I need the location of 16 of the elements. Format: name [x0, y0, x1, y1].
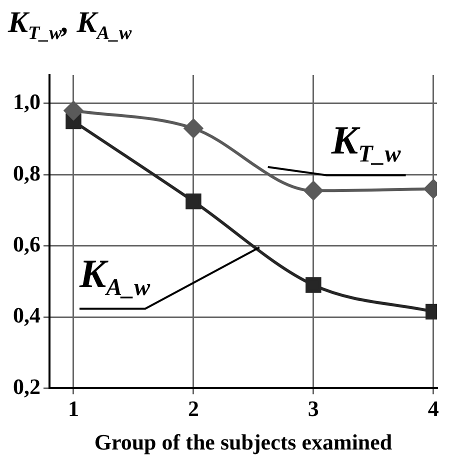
x-tick-label: 4 — [428, 396, 439, 422]
x-axis-title: Group of the subjects examined — [94, 429, 392, 454]
point — [304, 181, 323, 200]
point — [184, 118, 203, 138]
y-tick-label: 0,2 — [13, 374, 40, 399]
x-tick-label: 3 — [308, 396, 319, 422]
x-tick-label: 1 — [68, 396, 79, 422]
point — [306, 277, 322, 293]
y-axis-title: K$_{T_w}$, K$_{A_w}$ — [8, 6, 132, 45]
point — [186, 193, 202, 210]
y-tick-label: 0,8 — [13, 160, 40, 186]
y-tick-label: 0,6 — [13, 232, 40, 257]
y-tick-label: 1,0 — [13, 89, 40, 114]
y-tick-label: 0,4 — [13, 302, 40, 328]
point — [64, 101, 83, 120]
x-tick-label: 2 — [188, 396, 199, 422]
